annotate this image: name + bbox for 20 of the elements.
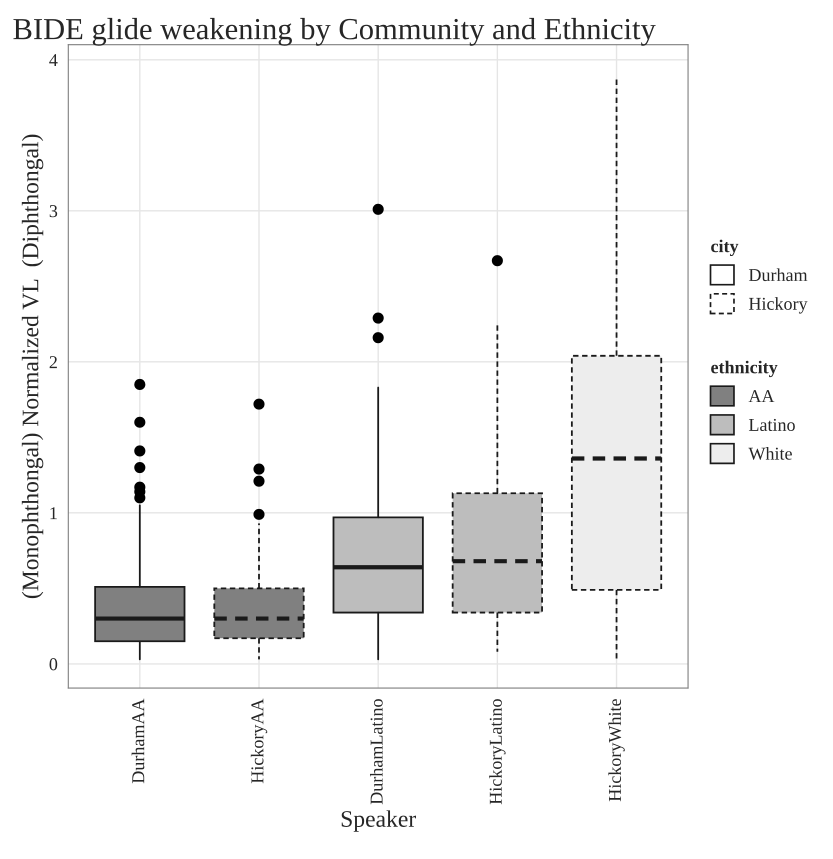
y-tick-label: 1	[50, 507, 57, 520]
x-tick-label: DurhamLatino	[370, 699, 383, 804]
x-axis-title: Speaker	[342, 810, 416, 832]
text: city	[711, 240, 738, 256]
legend-label: Durham	[748, 268, 808, 282]
legend-label: Hickory	[748, 297, 808, 314]
x-tick-label: HickoryWhite	[608, 699, 625, 802]
y-axis-title: (Monophthongal) Normalized VL (Diphthongal)	[22, 134, 44, 598]
y-tick-label: 3	[50, 205, 58, 218]
chart-title: BIDE glide weakening by Community and Ethnicity	[13, 18, 656, 46]
legend-label: White	[748, 447, 792, 460]
y-tick-label: 0	[50, 658, 58, 670]
x-tick-label: HickoryLatino	[489, 699, 506, 804]
text: ethnicity	[711, 360, 778, 378]
legend-label: AA	[748, 390, 774, 402]
y-tick-label: 4	[49, 54, 58, 66]
x-tick-label: DurhamAA	[132, 698, 144, 784]
y-tick-label: 2	[50, 356, 57, 368]
x-tick-label: HickoryAA	[250, 698, 268, 784]
legend-label: Latino	[748, 418, 795, 431]
